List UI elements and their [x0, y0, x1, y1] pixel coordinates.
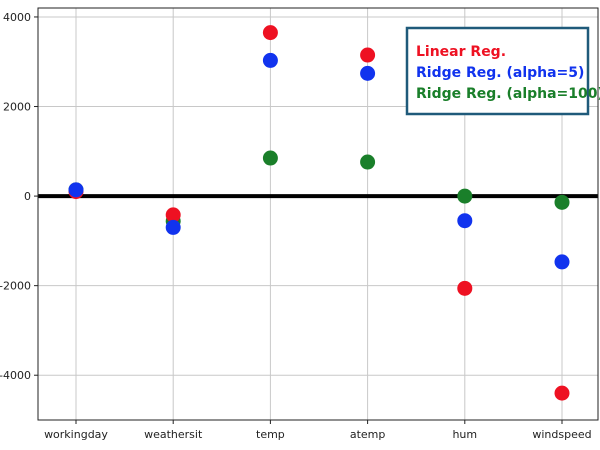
x-tick-label: weathersit — [144, 428, 203, 441]
data-point — [68, 182, 84, 198]
data-point — [262, 52, 278, 68]
y-tick-label: 0 — [24, 190, 31, 203]
y-axis: 4000 2000 0 -2000 -4000 — [0, 11, 38, 382]
data-point — [360, 47, 376, 63]
legend-entry: Ridge Reg. (alpha=100) — [416, 86, 600, 102]
data-point — [554, 194, 570, 210]
data-point — [165, 219, 181, 235]
data-point — [554, 254, 570, 270]
legend: Linear Reg. Ridge Reg. (alpha=5) Ridge Reg… — [405, 26, 600, 116]
legend-box — [405, 26, 590, 116]
x-axis: workingday weathersit temp atemp hum windspee… — [44, 420, 592, 441]
plot-frame — [37, 7, 599, 421]
legend-entry: Ridge Reg. (alpha=5) — [416, 65, 584, 81]
x-tick-label: atemp — [350, 428, 386, 441]
x-tick-label: workingday — [44, 428, 108, 441]
data-point — [360, 154, 376, 170]
y-tick-label: 4000 — [3, 11, 31, 24]
legend-entry: Linear Reg. — [416, 44, 506, 60]
data-point — [457, 213, 473, 229]
y-tick-label: 2000 — [3, 101, 31, 114]
data-point — [360, 65, 376, 81]
data-point — [457, 188, 473, 204]
x-tick-label: windspeed — [532, 428, 591, 441]
x-tick-label: temp — [256, 428, 285, 441]
x-tick-label: hum — [452, 428, 477, 441]
data-point — [165, 207, 181, 223]
data-point — [554, 385, 570, 401]
data-point — [262, 150, 278, 166]
data-point — [457, 280, 473, 296]
y-tick-label: -4000 — [0, 369, 31, 382]
y-tick-label: -2000 — [0, 280, 31, 293]
data-point — [262, 25, 278, 41]
data-points — [68, 25, 570, 401]
